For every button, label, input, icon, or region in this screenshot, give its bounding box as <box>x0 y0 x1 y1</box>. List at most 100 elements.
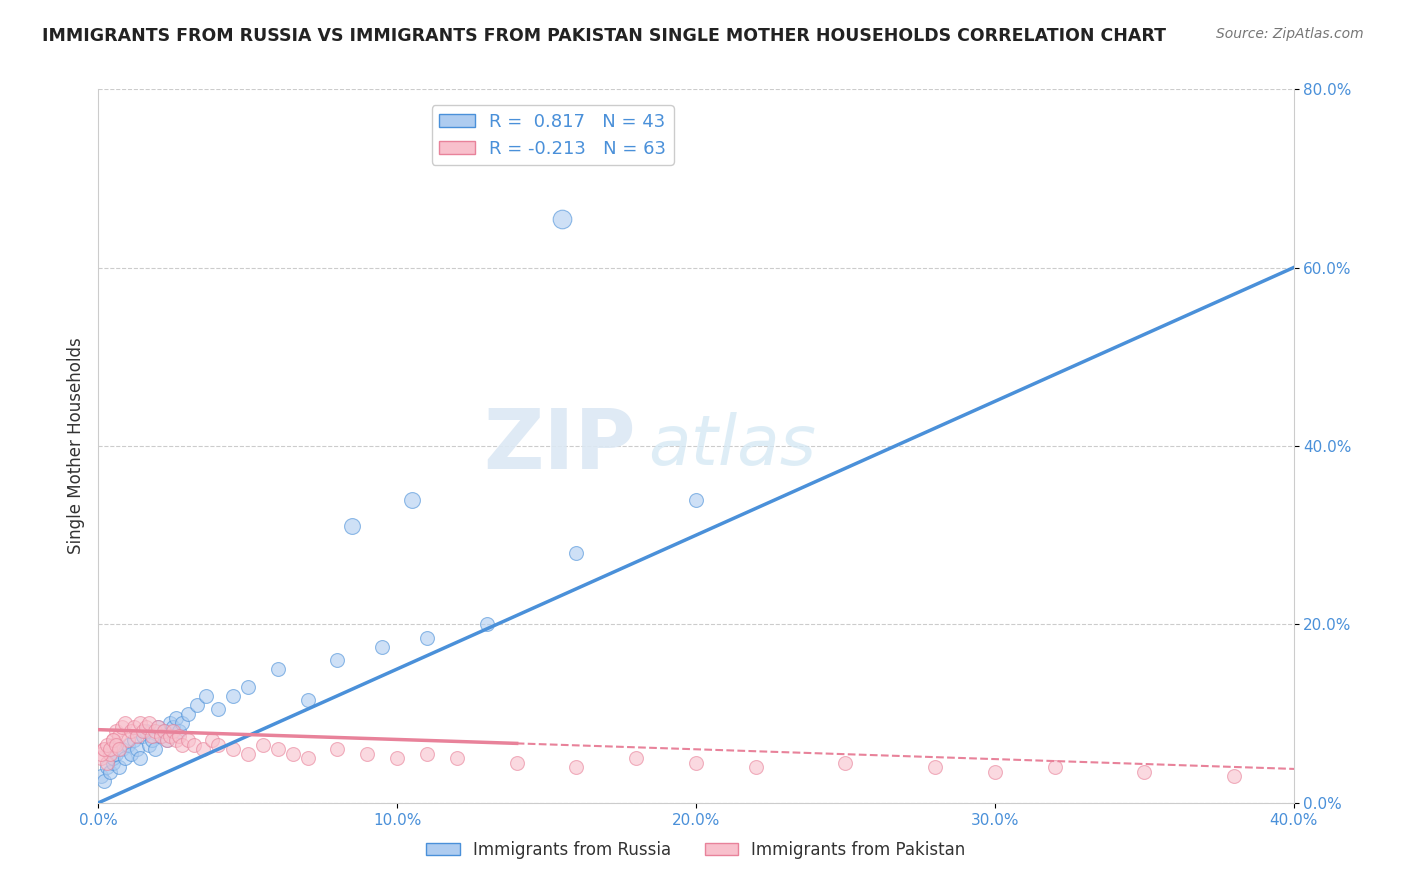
Point <box>167 724 190 739</box>
Point <box>153 724 176 739</box>
Point <box>93 742 115 756</box>
Point <box>1043 760 1066 774</box>
Point <box>177 706 200 721</box>
Point <box>103 733 125 747</box>
Point <box>685 492 707 507</box>
Point <box>111 742 134 756</box>
Point <box>135 720 157 734</box>
Point <box>127 729 149 743</box>
Point <box>236 680 259 694</box>
Point <box>124 720 146 734</box>
Point <box>475 617 498 632</box>
Point <box>143 724 166 739</box>
Point <box>162 724 184 739</box>
Point <box>506 756 529 770</box>
Point <box>138 738 160 752</box>
Point <box>446 751 468 765</box>
Point <box>108 742 131 756</box>
Point <box>236 747 259 761</box>
Point <box>108 729 131 743</box>
Point <box>159 729 181 743</box>
Point <box>117 733 139 747</box>
Point <box>165 711 187 725</box>
Point <box>120 747 142 761</box>
Point <box>96 756 118 770</box>
Point <box>326 653 349 667</box>
Point <box>252 738 274 752</box>
Point <box>401 492 423 507</box>
Point <box>159 715 181 730</box>
Point <box>103 751 125 765</box>
Point <box>565 760 588 774</box>
Point <box>148 720 170 734</box>
Point <box>207 738 229 752</box>
Point <box>565 546 588 560</box>
Point <box>98 764 122 779</box>
Point <box>138 715 160 730</box>
Point <box>356 747 378 761</box>
Point <box>117 738 139 752</box>
Point <box>127 742 149 756</box>
Point <box>90 751 112 765</box>
Point <box>416 631 439 645</box>
Point <box>120 724 142 739</box>
Point <box>103 756 125 770</box>
Point <box>183 738 205 752</box>
Point <box>626 751 648 765</box>
Point <box>297 751 319 765</box>
Point <box>326 742 349 756</box>
Point <box>90 769 112 783</box>
Point <box>93 773 115 788</box>
Point <box>103 738 125 752</box>
Point <box>105 747 128 761</box>
Point <box>685 756 707 770</box>
Y-axis label: Single Mother Households: Single Mother Households <box>66 338 84 554</box>
Point <box>385 751 409 765</box>
Point <box>111 720 134 734</box>
Point <box>114 751 136 765</box>
Text: IMMIGRANTS FROM RUSSIA VS IMMIGRANTS FROM PAKISTAN SINGLE MOTHER HOUSEHOLDS CORR: IMMIGRANTS FROM RUSSIA VS IMMIGRANTS FRO… <box>42 27 1166 45</box>
Point <box>135 724 157 739</box>
Point <box>150 729 173 743</box>
Point <box>124 733 146 747</box>
Point <box>172 715 194 730</box>
Point <box>98 742 122 756</box>
Point <box>191 742 214 756</box>
Point <box>416 747 439 761</box>
Point <box>207 702 229 716</box>
Point <box>550 211 572 226</box>
Point <box>96 738 118 752</box>
Point <box>141 729 163 743</box>
Point <box>108 760 131 774</box>
Point <box>165 733 187 747</box>
Text: Source: ZipAtlas.com: Source: ZipAtlas.com <box>1216 27 1364 41</box>
Point <box>222 742 245 756</box>
Point <box>129 751 152 765</box>
Legend: Immigrants from Russia, Immigrants from Pakistan: Immigrants from Russia, Immigrants from … <box>420 835 972 866</box>
Point <box>90 747 112 761</box>
Point <box>162 720 184 734</box>
Point <box>267 742 290 756</box>
Point <box>156 733 179 747</box>
Point <box>924 760 946 774</box>
Point <box>93 742 115 756</box>
Point <box>1133 764 1156 779</box>
Point <box>745 760 768 774</box>
Point <box>1223 769 1246 783</box>
Point <box>96 760 118 774</box>
Point <box>148 720 170 734</box>
Point <box>141 733 163 747</box>
Point <box>177 733 200 747</box>
Text: atlas: atlas <box>648 412 815 480</box>
Point <box>342 519 364 533</box>
Point <box>105 738 128 752</box>
Point <box>281 747 304 761</box>
Point <box>153 724 176 739</box>
Point <box>105 724 128 739</box>
Point <box>984 764 1007 779</box>
Point <box>222 689 245 703</box>
Point <box>150 729 173 743</box>
Point <box>132 729 155 743</box>
Point <box>103 733 125 747</box>
Text: ZIP: ZIP <box>484 406 637 486</box>
